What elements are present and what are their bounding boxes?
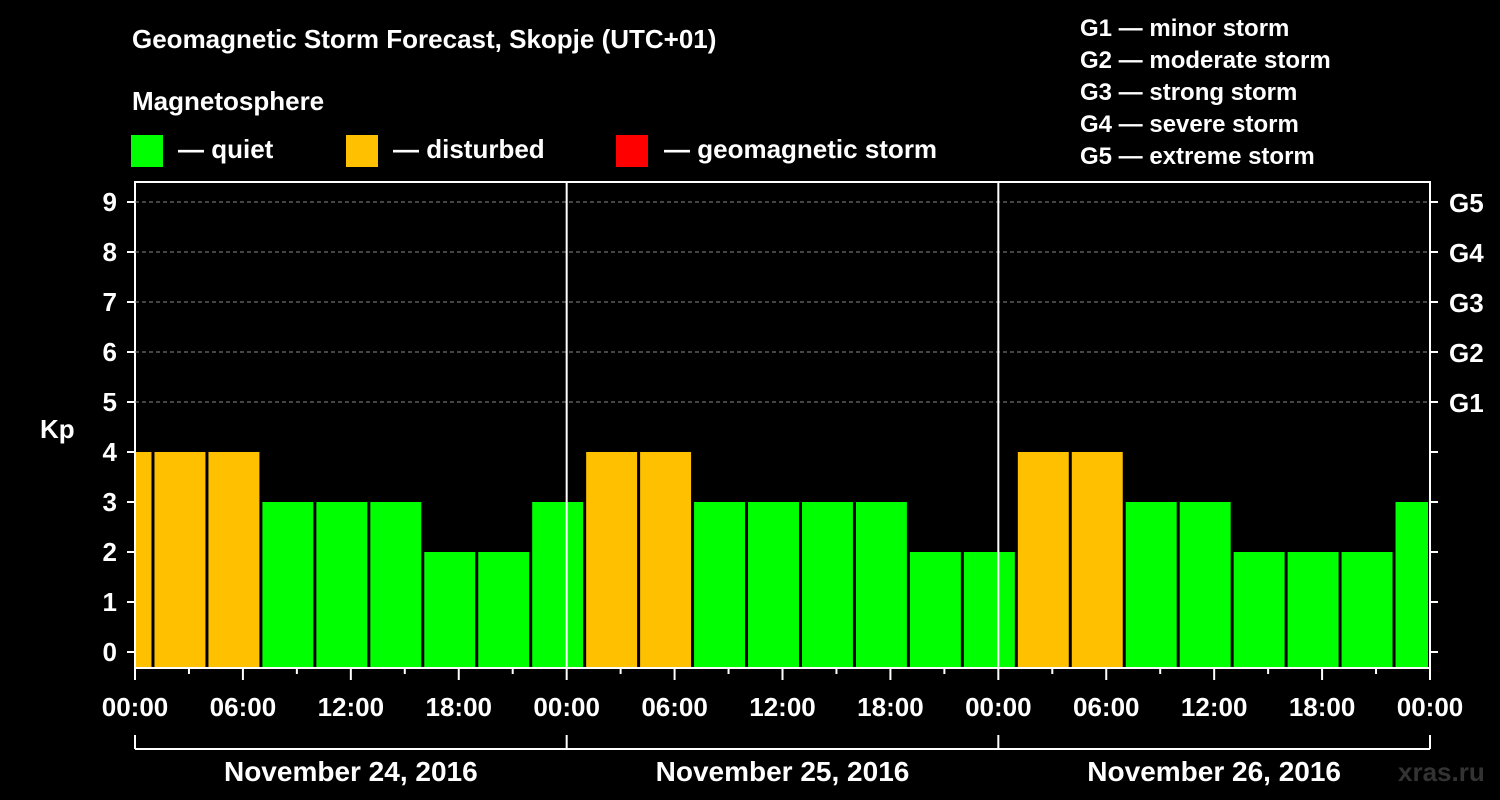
magnetosphere-heading: Magnetosphere xyxy=(132,86,325,116)
kp-bar-24 xyxy=(1395,502,1428,667)
kp-bar-18 xyxy=(1071,452,1123,667)
quiet-label: — quiet xyxy=(178,134,274,164)
kp-bar-9 xyxy=(586,452,638,667)
ytick-label-3: 3 xyxy=(103,487,117,517)
kp-bar-4 xyxy=(316,502,368,667)
kp-bar-3 xyxy=(262,502,314,667)
quiet-swatch xyxy=(131,135,163,167)
right-axis-g5: G5 xyxy=(1449,188,1484,218)
kp-bar-13 xyxy=(801,502,853,667)
disturbed-label: — disturbed xyxy=(393,134,545,164)
storm-label: — geomagnetic storm xyxy=(664,134,938,164)
day-label-1: November 25, 2016 xyxy=(656,756,910,787)
kp-bar-20 xyxy=(1179,502,1231,667)
kp-bar-15 xyxy=(909,552,961,667)
kp-bar-1 xyxy=(154,452,206,667)
xtick-label-2: 12:00 xyxy=(318,692,385,722)
ytick-label-7: 7 xyxy=(103,287,117,317)
storm-swatch xyxy=(616,135,648,167)
g4-description: G4 — severe storm xyxy=(1080,111,1299,138)
kp-bar-17 xyxy=(1017,452,1069,667)
kp-bar-11 xyxy=(694,502,746,667)
kp-bar-22 xyxy=(1287,552,1339,667)
ytick-label-4: 4 xyxy=(103,437,118,467)
kp-bar-5 xyxy=(370,502,422,667)
xtick-label-6: 12:00 xyxy=(749,692,816,722)
y-axis-label: Kp xyxy=(40,414,75,444)
day-label-2: November 26, 2016 xyxy=(1087,756,1341,787)
ytick-label-9: 9 xyxy=(103,187,117,217)
g1-description: G1 — minor storm xyxy=(1080,15,1290,42)
kp-bar-8 xyxy=(532,502,584,667)
kp-bar-23 xyxy=(1341,552,1393,667)
xtick-label-12: 00:00 xyxy=(1397,692,1464,722)
ytick-label-0: 0 xyxy=(103,637,117,667)
g3-description: G3 — strong storm xyxy=(1080,79,1298,106)
ytick-label-2: 2 xyxy=(103,537,117,567)
kp-bar-7 xyxy=(478,552,530,667)
kp-bar-16 xyxy=(963,552,1015,667)
day-label-0: November 24, 2016 xyxy=(224,756,478,787)
xtick-label-8: 00:00 xyxy=(965,692,1032,722)
kp-bar-2 xyxy=(208,452,260,667)
disturbed-swatch xyxy=(346,135,378,167)
kp-bar-19 xyxy=(1125,502,1177,667)
right-axis-g3: G3 xyxy=(1449,288,1484,318)
kp-bar-10 xyxy=(640,452,692,667)
right-axis-g2: G2 xyxy=(1449,338,1484,368)
xtick-label-0: 00:00 xyxy=(102,692,169,722)
kp-bar-21 xyxy=(1233,552,1285,667)
ytick-label-8: 8 xyxy=(103,237,117,267)
g5-description: G5 — extreme storm xyxy=(1080,143,1315,170)
kp-bar-6 xyxy=(424,552,476,667)
g2-description: G2 — moderate storm xyxy=(1080,47,1331,74)
kp-bar-12 xyxy=(748,502,799,667)
watermark: xras.ru xyxy=(1398,757,1485,787)
xtick-label-10: 12:00 xyxy=(1181,692,1248,722)
xtick-label-5: 06:00 xyxy=(641,692,708,722)
kp-bar-0 xyxy=(136,452,152,667)
ytick-label-6: 6 xyxy=(103,337,117,367)
right-axis-g1: G1 xyxy=(1449,388,1484,418)
right-axis-g4: G4 xyxy=(1449,238,1484,268)
xtick-label-1: 06:00 xyxy=(210,692,277,722)
xtick-label-9: 06:00 xyxy=(1073,692,1140,722)
kp-bar-14 xyxy=(855,502,907,667)
ytick-label-5: 5 xyxy=(103,387,117,417)
xtick-label-4: 00:00 xyxy=(533,692,600,722)
ytick-label-1: 1 xyxy=(103,587,117,617)
xtick-label-7: 18:00 xyxy=(857,692,924,722)
xtick-label-11: 18:00 xyxy=(1289,692,1356,722)
xtick-label-3: 18:00 xyxy=(426,692,493,722)
chart-title: Geomagnetic Storm Forecast, Skopje (UTC+… xyxy=(132,24,717,54)
